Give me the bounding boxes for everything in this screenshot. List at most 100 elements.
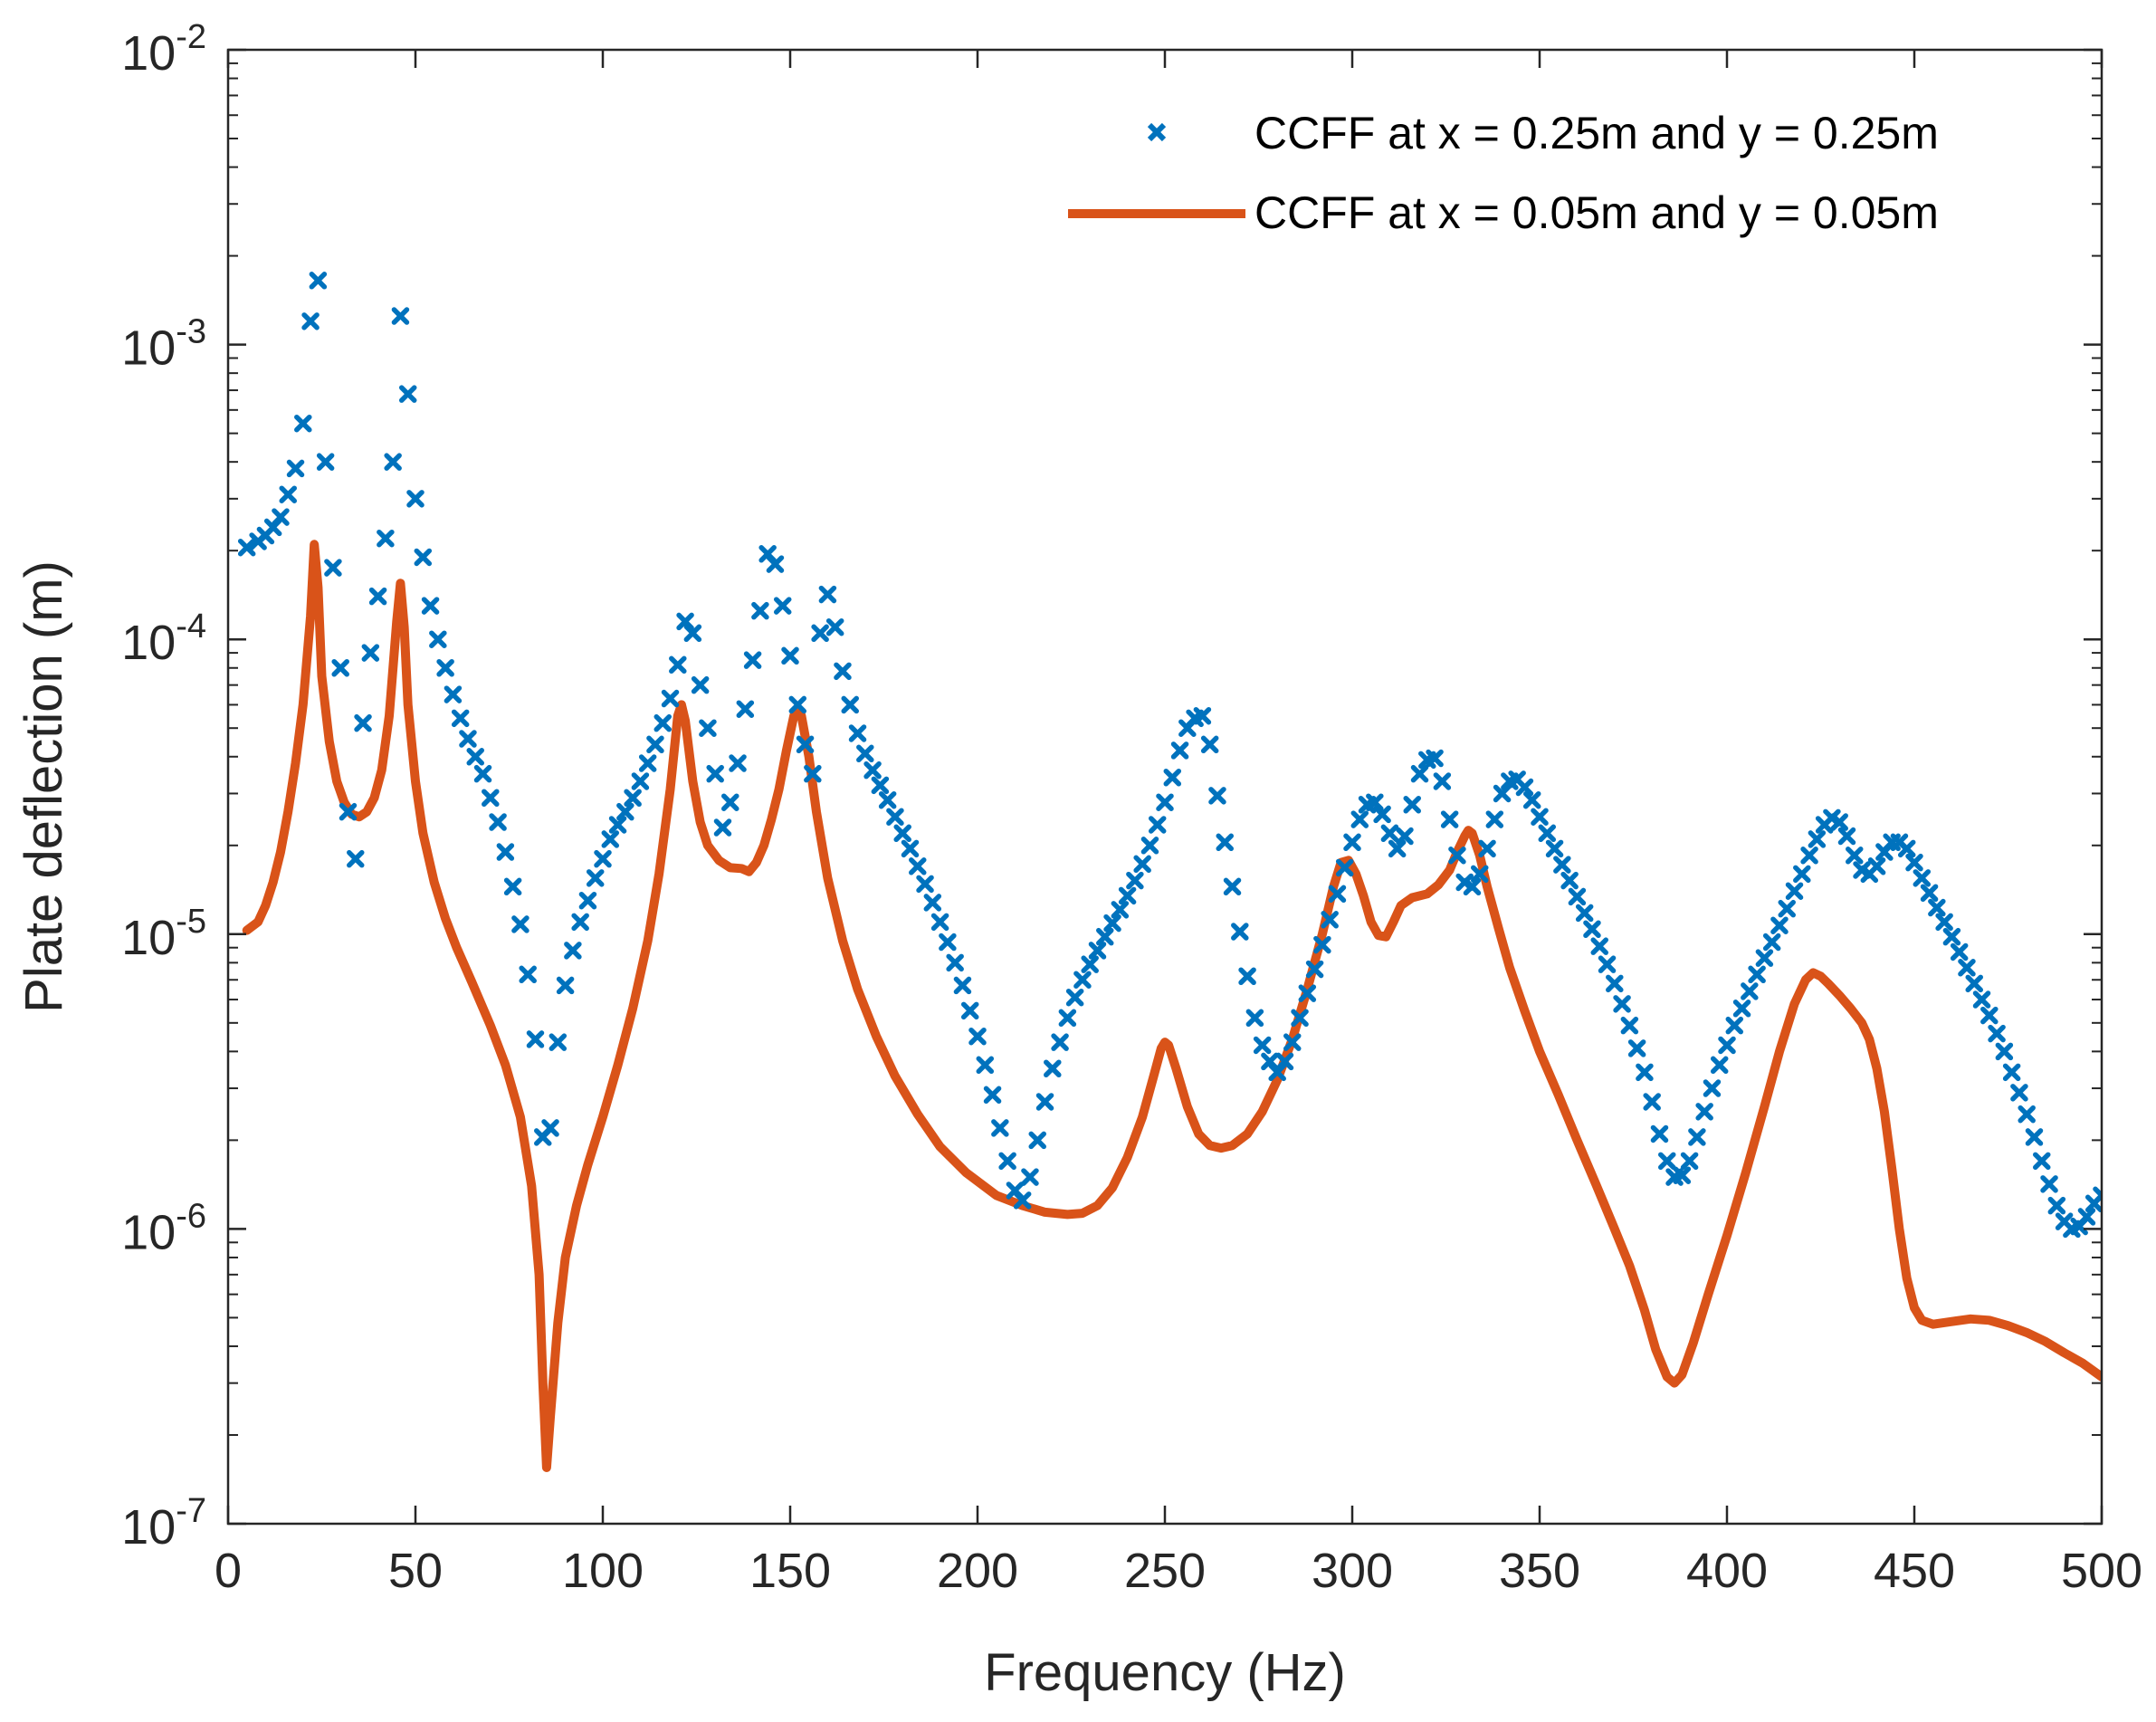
- series-marker-ccff-025: [1965, 974, 1983, 993]
- series-marker-ccff-025: [1598, 955, 1617, 973]
- series-marker-ccff-025: [1897, 839, 1916, 858]
- series-marker-ccff-025: [1545, 839, 1564, 858]
- series-marker-ccff-025: [482, 789, 500, 807]
- series-marker-ccff-025: [1846, 847, 1864, 865]
- series-marker-ccff-025: [646, 735, 664, 754]
- series-marker-ccff-025: [1837, 827, 1856, 846]
- series-marker-ccff-025: [901, 839, 920, 858]
- series-marker-ccff-025: [1830, 813, 1848, 831]
- series-marker-ccff-025: [1223, 877, 1242, 896]
- series-marker-ccff-025: [451, 709, 470, 728]
- x-tick-label: 200: [937, 1544, 1018, 1598]
- series-marker-ccff-025: [930, 913, 949, 932]
- y-tick-label: 10-4: [121, 607, 206, 670]
- series-marker-ccff-025: [1913, 869, 1932, 887]
- x-tick-label: 450: [1874, 1544, 1955, 1598]
- series-marker-ccff-025: [237, 538, 256, 557]
- series-marker-ccff-025: [526, 1030, 545, 1048]
- series-marker-ccff-025: [1636, 1063, 1654, 1082]
- series-marker-ccff-025: [863, 761, 882, 780]
- series-marker-ccff-025: [473, 764, 492, 783]
- series-marker-ccff-025: [1688, 1128, 1706, 1146]
- series-marker-ccff-025: [886, 808, 904, 826]
- y-axis-title: Plate deflection (m): [14, 560, 73, 1013]
- series-marker-ccff-025: [1163, 769, 1182, 787]
- series-marker-ccff-025: [339, 802, 358, 821]
- series-marker-ccff-025: [743, 651, 762, 669]
- series-marker-ccff-025: [1972, 990, 1991, 1009]
- series-marker-ccff-025: [391, 307, 410, 325]
- series-marker-ccff-025: [1065, 988, 1084, 1007]
- series-marker-ccff-025: [324, 559, 342, 577]
- series-marker-ccff-025: [1051, 1033, 1069, 1051]
- series-marker-ccff-025: [1643, 1093, 1661, 1111]
- series-marker-ccff-025: [368, 587, 387, 606]
- series-marker-ccff-025: [834, 662, 852, 681]
- series-marker-ccff-025: [1995, 1042, 2014, 1061]
- series-marker-ccff-025: [878, 790, 897, 809]
- series-marker-ccff-025: [2002, 1063, 2021, 1082]
- series-marker-ccff-025: [1575, 904, 1594, 923]
- tick-labels: 0 50 100 150 200 250 300 350 400 450 500 10-7 10-6 10…: [121, 18, 2142, 1598]
- x-axis-title: Frequency (Hz): [984, 1643, 1346, 1702]
- series-marker-ccff-025: [1275, 1052, 1294, 1071]
- series-marker-ccff-025: [354, 713, 372, 732]
- series-marker-ccff-025: [1156, 793, 1174, 811]
- series-marker-ccff-025: [909, 857, 927, 875]
- axis-ticks: [226, 48, 2104, 1526]
- series-marker-ccff-025: [384, 453, 402, 471]
- series-marker-ccff-025: [556, 976, 575, 995]
- series-marker-ccff-025: [1328, 885, 1347, 904]
- y-tick-label: 10-2: [121, 18, 206, 81]
- series-marker-ccff-025: [713, 818, 732, 837]
- series-line-ccff-005: [242, 540, 2102, 1472]
- series-marker-ccff-025: [1988, 1024, 2006, 1043]
- series-marker-ccff-025: [661, 689, 680, 708]
- series-marker-ccff-025: [1942, 927, 1961, 946]
- series-marker-ccff-025: [916, 875, 934, 894]
- series-marker-ccff-025: [773, 597, 792, 615]
- series-marker-ccff-025: [519, 965, 537, 984]
- series-marker-ccff-025: [1673, 1166, 1692, 1184]
- series-marker-ccff-025: [2018, 1105, 2036, 1124]
- series-marker-ccff-025: [2010, 1084, 2028, 1102]
- series-marker-ccff-025: [998, 1152, 1016, 1171]
- series-marker-ccff-025: [541, 1119, 559, 1137]
- series-marker-ccff-025: [1515, 778, 1534, 797]
- series-marker-ccff-025: [1958, 959, 1976, 977]
- x-tick-label: 150: [749, 1544, 831, 1598]
- series-marker-ccff-025: [991, 1119, 1009, 1137]
- series-marker-ccff-025: [1478, 839, 1496, 858]
- series-marker-ccff-025: [1231, 923, 1249, 941]
- series-marker-ccff-025: [1148, 816, 1167, 834]
- series-marker-ccff-025: [279, 485, 297, 503]
- series-marker-ccff-025: [1748, 965, 1766, 984]
- series-marker-ccff-025: [1950, 942, 1969, 961]
- series-marker-ccff-025: [960, 1001, 979, 1020]
- series-marker-ccff-025: [511, 915, 529, 933]
- legend-label-series-1: CCFF at x = 0.25m and y = 0.25m: [1254, 108, 1939, 158]
- series-marker-ccff-025: [2033, 1152, 2051, 1171]
- series-marker-ccff-025: [1388, 839, 1407, 858]
- series-marker-ccff-025: [983, 1086, 1002, 1105]
- series-marker-ccff-025: [676, 612, 694, 631]
- series-marker-ccff-025: [736, 700, 755, 718]
- y-tick-label: 10-3: [121, 313, 206, 376]
- series-marker-ccff-025: [1762, 933, 1781, 952]
- series-marker-ccff-025: [1808, 830, 1827, 848]
- series-marker-ccff-025: [1583, 920, 1601, 939]
- series-marker-ccff-025: [1980, 1006, 1999, 1025]
- legend-marker-series-1: [1147, 122, 1167, 142]
- series-marker-ccff-025: [1088, 942, 1107, 960]
- series-marker-ccff-025: [1928, 898, 1946, 917]
- series-marker-ccff-025: [1073, 971, 1092, 989]
- series-marker-ccff-025: [825, 617, 844, 636]
- series-marker-ccff-025: [578, 891, 597, 910]
- x-tick-label: 300: [1312, 1544, 1393, 1598]
- x-tick-label: 100: [562, 1544, 644, 1598]
- series-marker-ccff-025: [564, 942, 582, 960]
- series-marker-ccff-025: [1081, 955, 1099, 973]
- y-tick-label: 10-7: [121, 1492, 206, 1555]
- series-marker-ccff-025: [571, 913, 589, 932]
- series-marker-ccff-025: [1553, 856, 1571, 874]
